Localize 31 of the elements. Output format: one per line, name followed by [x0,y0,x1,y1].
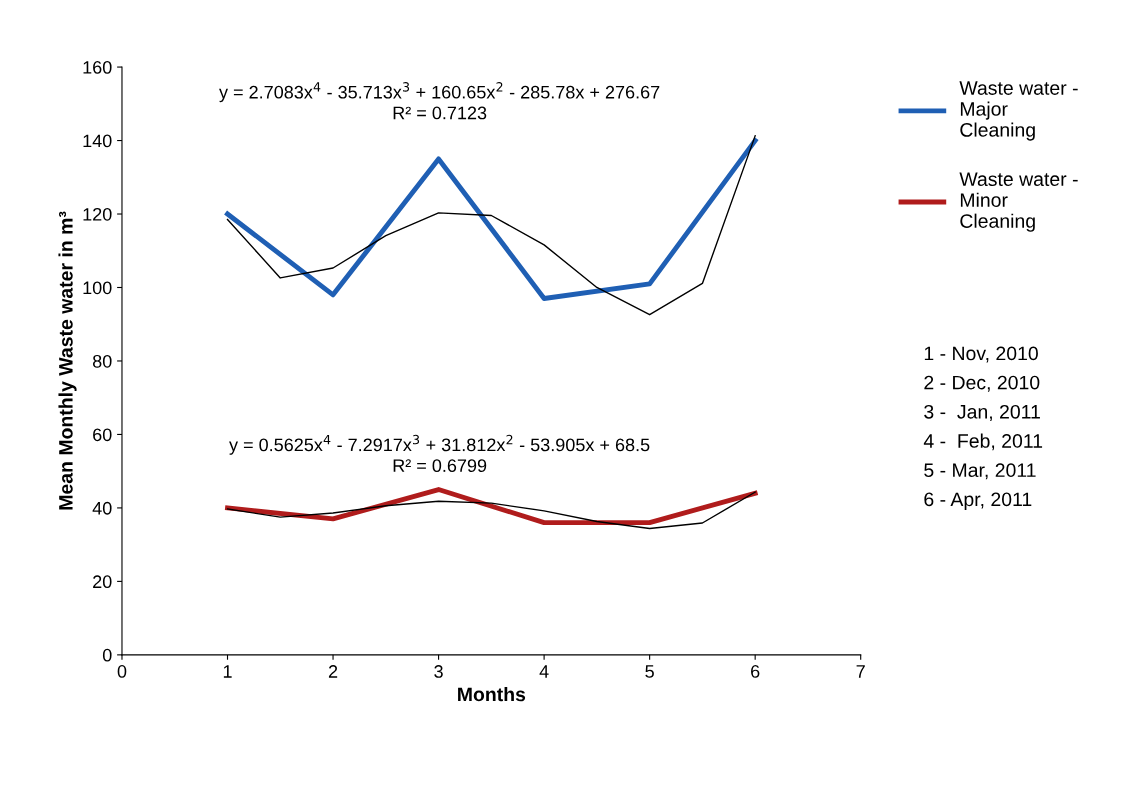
y-tick-label: 140 [83,134,112,148]
text: 4 - Feb, 2011 [923,433,1043,451]
annotation: R² = 0.6799 [393,459,487,473]
x-tick-label: 0 [117,665,127,678]
x-tick-label: 2 [328,665,338,678]
text: 3 - Jan, 2011 [924,404,1040,421]
text: 1 - Nov, 2010 [924,346,1038,363]
y-tick-label: 100 [83,281,112,295]
y-tick-label: 160 [83,61,112,74]
x-tick-label: 6 [751,665,760,678]
legend-label: Waste water - Minor Cleaning [959,172,1078,232]
x-tick-label: 1 [223,665,232,678]
y-tick-label: 120 [83,207,112,221]
text: 2 - Dec, 2010 [924,375,1040,392]
annotation: y = 0.5625x$^{4}$ - 7.2917x$^{3}$ + 31.812x$^{2}$ - 53.905x + 68.5 [229,434,650,455]
y-axis-title: Mean Monthly Waste water in m³ [58,211,77,510]
y-tick-label: 20 [93,575,112,589]
x-tick-label: 3 [434,665,443,678]
annotation: R² = 0.7123 [393,106,487,120]
text: 6 - Apr, 2011 [924,492,1032,511]
y-tick-label: 80 [92,354,112,368]
text: 5 - Mar, 2011 [924,463,1036,480]
annotation: y = 2.7083x$^{4}$ - 35.713x$^{3}$ + 160.65x$^{2}$ - 285.78x + 276.67 [219,82,660,103]
x-tick-label: 5 [645,665,654,678]
x-tick-label: 4 [539,665,549,678]
y-tick-label: 40 [92,501,112,515]
x-axis-title: Months [458,686,526,702]
y-tick-label: 0 [102,648,112,662]
x-tick-label: 7 [856,665,865,678]
legend-label: Waste water - Major Cleaning [959,81,1078,141]
y-tick-label: 60 [93,428,112,442]
